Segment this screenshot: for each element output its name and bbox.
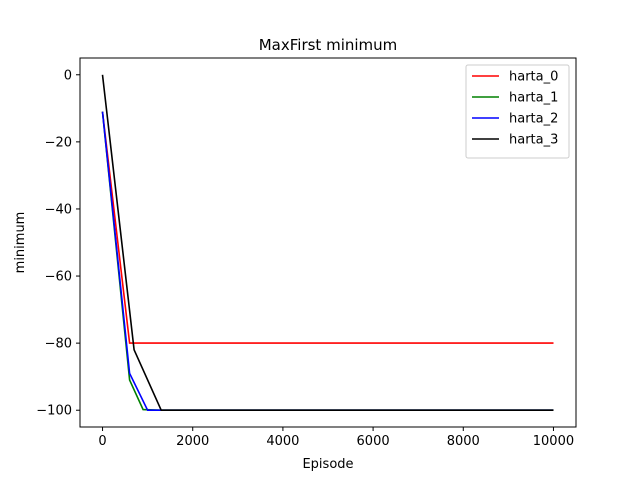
y-tick-label: −80 — [45, 337, 72, 352]
x-tick-label: 8000 — [447, 434, 480, 449]
series-line-harta-3 — [101, 74, 554, 412]
x-tick-label: 2000 — [176, 434, 209, 449]
y-axis-ticks: 0 −20 −40 −60 −80 −100 — [36, 68, 80, 419]
legend-label-harta-3: harta_3 — [509, 133, 558, 148]
legend-label-harta-0: harta_0 — [509, 70, 558, 85]
series-line-harta-0 — [101, 111, 554, 344]
y-axis-label: minimum — [13, 212, 28, 274]
y-tick-label: −60 — [45, 270, 72, 285]
x-axis-ticks: 0 2000 4000 6000 8000 10000 — [98, 427, 574, 449]
plot-frame — [79, 57, 577, 428]
x-tick-label: 6000 — [357, 434, 390, 449]
y-tick-label: −20 — [45, 135, 72, 150]
y-tick-label: 0 — [64, 68, 72, 83]
x-tick-label: 0 — [98, 434, 106, 449]
chart-title: MaxFirst minimum — [259, 36, 398, 54]
series-layer — [101, 74, 554, 412]
x-axis-label: Episode — [302, 457, 353, 472]
y-tick-label: −40 — [45, 202, 72, 217]
y-tick-label: −100 — [36, 404, 72, 419]
x-tick-label: 4000 — [266, 434, 299, 449]
legend-label-harta-2: harta_2 — [509, 112, 558, 127]
x-tick-label: 10000 — [533, 434, 574, 449]
legend-label-harta-1: harta_1 — [509, 91, 558, 106]
legend: harta_0 harta_1 harta_2 harta_3 — [465, 64, 570, 159]
legend-box — [465, 64, 570, 159]
